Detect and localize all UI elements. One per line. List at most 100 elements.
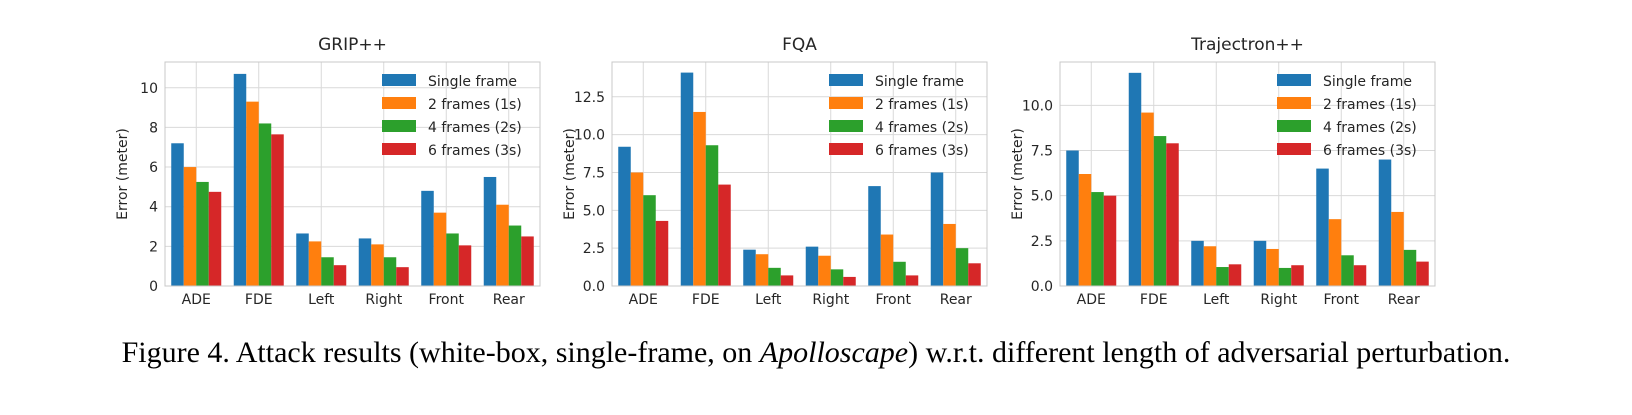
bar-single-frame-left xyxy=(743,249,756,286)
y-tick-label: 2 xyxy=(149,239,158,255)
bar-single-frame-left xyxy=(1191,240,1204,286)
bar-single-frame-right xyxy=(805,246,819,286)
caption-emphasis: Apolloscape xyxy=(759,336,909,369)
x-tick-label: ADE xyxy=(629,292,658,308)
y-tick-label: 5.0 xyxy=(583,203,605,219)
bar-2-frames-1s-rear xyxy=(496,204,509,286)
legend-swatch xyxy=(1277,97,1311,109)
bar-2-frames-1s-ade xyxy=(630,172,644,286)
legend-swatch xyxy=(382,143,416,155)
bar-6-frames-3s-right xyxy=(843,276,856,286)
y-tick-label: 6 xyxy=(149,160,158,176)
chart-title: GRIP++ xyxy=(318,35,387,55)
chart-trajectron: 0.0 2.5 5.0 7.5 10.0 ADE FDE Left Right Front Rear… xyxy=(1010,35,1436,308)
bar-single-frame-fde xyxy=(1128,72,1142,286)
bar-single-frame-fde xyxy=(680,72,694,286)
bar-2-frames-1s-fde xyxy=(1141,112,1154,286)
bar-single-frame-right xyxy=(358,238,372,286)
legend: Single frame 2 frames (1s) 4 frames (2s) 6 … xyxy=(382,74,522,159)
y-tick-label: 0.0 xyxy=(1031,279,1053,295)
legend-entry: Single frame xyxy=(1323,74,1412,90)
bar-2-frames-1s-ade xyxy=(183,167,197,286)
x-tick-label: Rear xyxy=(1388,292,1420,308)
legend-entry: 6 frames (3s) xyxy=(1323,143,1417,159)
y-tick-label: 7.5 xyxy=(583,165,605,181)
y-tick-label: 2.5 xyxy=(1031,234,1053,250)
bar-6-frames-3s-left xyxy=(333,265,347,286)
figure-caption: Figure 4. Attack results (white-box, sin… xyxy=(0,336,1632,370)
plot-frame xyxy=(611,61,988,287)
bar-charts: 0 2 4 6 8 10 ADE FDE Left Right Front Rear GRIP++ Err… xyxy=(115,35,1436,308)
y-tick-label: 4 xyxy=(149,200,158,216)
bar-6-frames-3s-rear xyxy=(968,263,981,286)
x-tick-label: ADE xyxy=(182,292,211,308)
bar-single-frame-ade xyxy=(1066,150,1079,286)
bar-4-frames-2s-ade xyxy=(643,195,656,286)
x-tick-label: Left xyxy=(308,292,335,308)
legend-swatch xyxy=(382,120,416,132)
bar-4-frames-2s-rear xyxy=(508,225,522,286)
bar-6-frames-3s-fde xyxy=(1166,143,1179,286)
x-tick-label: Front xyxy=(1324,292,1360,308)
bar-single-frame-front xyxy=(1316,168,1329,286)
y-tick-label: 10.0 xyxy=(574,128,605,144)
chart-title: Trajectron++ xyxy=(1190,35,1304,55)
legend: Single frame 2 frames (1s) 4 frames (2s) 6 … xyxy=(1277,74,1417,159)
caption-label: Figure 4. xyxy=(121,336,230,369)
legend-entry: 6 frames (3s) xyxy=(428,143,522,159)
bar-4-frames-2s-fde xyxy=(705,145,719,286)
bar-2-frames-1s-front xyxy=(1328,219,1342,286)
bar-4-frames-2s-left xyxy=(768,267,781,286)
plot-frame xyxy=(1059,61,1436,287)
bar-6-frames-3s-right xyxy=(1291,265,1304,286)
bar-6-frames-3s-ade xyxy=(1103,195,1117,286)
legend: Single frame 2 frames (1s) 4 frames (2s) 6 … xyxy=(829,74,969,159)
bar-4-frames-2s-front xyxy=(893,261,906,286)
bar-2-frames-1s-left xyxy=(755,254,769,286)
bar-6-frames-3s-rear xyxy=(521,236,534,286)
bar-4-frames-2s-rear xyxy=(955,248,969,286)
bar-2-frames-1s-left xyxy=(1203,246,1217,286)
x-tick-label: FDE xyxy=(692,292,720,308)
bar-6-frames-3s-front xyxy=(1353,265,1367,286)
legend-entry: 4 frames (2s) xyxy=(875,120,969,136)
y-tick-label: 10 xyxy=(140,81,158,97)
chart-title: FQA xyxy=(782,35,817,55)
x-tick-label: Front xyxy=(429,292,465,308)
y-tick-label: 10.0 xyxy=(1022,98,1053,114)
bar-6-frames-3s-left xyxy=(780,275,794,286)
legend-swatch xyxy=(829,74,863,86)
bar-6-frames-3s-fde xyxy=(718,184,731,286)
bar-2-frames-1s-ade xyxy=(1078,174,1092,286)
y-axis-label: Error (meter) xyxy=(1010,128,1026,220)
bar-single-frame-front xyxy=(868,186,881,286)
legend-entry: Single frame xyxy=(875,74,964,90)
bar-6-frames-3s-ade xyxy=(655,220,669,286)
bar-2-frames-1s-rear xyxy=(943,223,956,286)
bar-single-frame-rear xyxy=(483,176,497,286)
y-axis-label: Error (meter) xyxy=(115,128,131,220)
legend-swatch xyxy=(829,143,863,155)
caption-text-after: ) w.r.t. different length of adversarial… xyxy=(908,336,1511,369)
bar-2-frames-1s-fde xyxy=(246,101,259,286)
bar-4-frames-2s-left xyxy=(1216,267,1229,286)
bar-2-frames-1s-fde xyxy=(693,111,706,286)
x-tick-label: ADE xyxy=(1077,292,1106,308)
legend-swatch xyxy=(382,97,416,109)
legend-entry: Single frame xyxy=(428,74,517,90)
bar-single-frame-ade xyxy=(171,143,184,286)
y-tick-label: 12.5 xyxy=(574,90,605,106)
bar-4-frames-2s-front xyxy=(1341,255,1354,286)
x-tick-label: Rear xyxy=(940,292,972,308)
bar-2-frames-1s-left xyxy=(308,241,322,286)
y-tick-label: 7.5 xyxy=(1031,144,1053,160)
bar-2-frames-1s-right xyxy=(371,244,384,286)
x-tick-label: Right xyxy=(1260,292,1297,308)
legend-swatch xyxy=(1277,120,1311,132)
legend-entry: 6 frames (3s) xyxy=(875,143,969,159)
bar-2-frames-1s-front xyxy=(433,212,447,286)
bar-2-frames-1s-front xyxy=(880,234,894,286)
bar-4-frames-2s-ade xyxy=(196,181,209,286)
legend-entry: 2 frames (1s) xyxy=(1323,97,1417,113)
